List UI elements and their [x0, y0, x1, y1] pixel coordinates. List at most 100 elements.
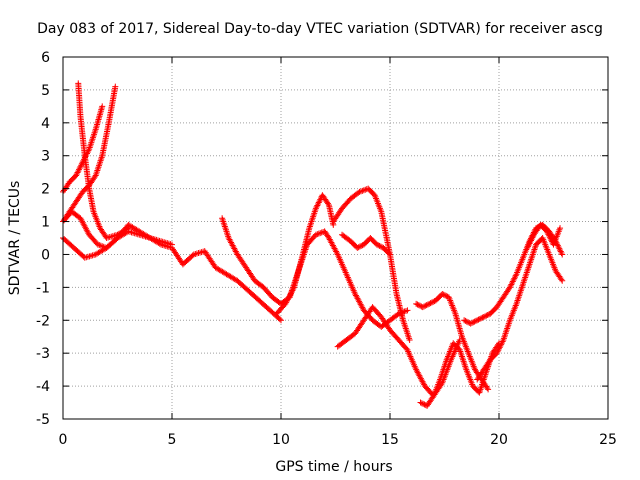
data-point [376, 242, 383, 249]
data-point [430, 298, 437, 305]
data-point [314, 202, 321, 209]
data-point [559, 251, 566, 258]
data-point [357, 188, 364, 195]
data-point [557, 248, 564, 255]
grid-lines [63, 57, 608, 419]
data-point [426, 300, 433, 307]
data-point [528, 236, 535, 243]
series-track-10 [334, 304, 463, 399]
data-point [354, 244, 361, 251]
data-point [475, 316, 482, 323]
data-point [373, 241, 380, 248]
data-point [314, 231, 321, 238]
data-point [315, 199, 322, 206]
data-point [462, 317, 469, 324]
data-point [355, 244, 362, 251]
data-point [527, 237, 534, 244]
data-point [74, 169, 81, 176]
data-point [546, 232, 553, 239]
data-point [385, 250, 392, 257]
data-point [73, 171, 80, 178]
data-point [547, 235, 554, 242]
series-track-7 [273, 192, 337, 317]
data-point [525, 243, 532, 250]
data-point [355, 189, 362, 196]
y-axis-label: SDTVAR / TECUs [7, 181, 23, 296]
x-tick-label: 20 [490, 432, 508, 448]
data-point [75, 166, 82, 173]
x-tick-label: 5 [168, 432, 177, 448]
data-point [363, 186, 370, 193]
data-point [427, 300, 434, 307]
data-point [77, 163, 84, 170]
y-tick-label: 2 [41, 182, 50, 198]
data-point [484, 312, 491, 319]
y-tick-label: -5 [36, 412, 50, 428]
series-track-9 [330, 185, 413, 344]
series-track-16 [524, 221, 564, 251]
data-point [394, 311, 401, 318]
data-point [510, 277, 517, 284]
data-point [377, 243, 384, 250]
data-point [467, 320, 474, 327]
data-point [524, 244, 531, 251]
data-point [290, 285, 297, 292]
data-point [507, 282, 514, 289]
x-tick-label: 10 [272, 432, 290, 448]
data-point [474, 317, 481, 324]
data-point [443, 292, 450, 299]
series-track-12 [413, 290, 492, 393]
x-tick-label: 15 [381, 432, 399, 448]
data-point [476, 315, 483, 322]
data-point [76, 165, 83, 172]
series-track-11 [339, 231, 393, 258]
series-track-15 [474, 235, 566, 383]
data-point [498, 339, 505, 346]
series-track-3 [60, 83, 119, 225]
data-point [316, 198, 323, 205]
data-point [96, 242, 103, 249]
data-point [509, 279, 516, 286]
data-point [496, 344, 503, 351]
data-point [358, 242, 365, 249]
data-point [422, 302, 429, 309]
x-axis-label: GPS time / hours [275, 459, 392, 475]
series-track-13 [417, 340, 502, 409]
series-track-5 [60, 208, 175, 251]
data-point [94, 241, 101, 248]
y-tick-label: -2 [36, 313, 50, 329]
data-point [544, 229, 551, 236]
data-point [333, 249, 340, 256]
data-point [102, 244, 109, 251]
data-point [315, 200, 322, 207]
data-point [465, 319, 472, 326]
data-point [415, 302, 422, 309]
data-point [78, 160, 85, 167]
data-point [499, 338, 506, 345]
data-point [439, 290, 446, 297]
x-tick-label: 0 [59, 432, 68, 448]
data-point [511, 274, 518, 281]
data-point [313, 203, 320, 210]
y-tick-label: 6 [41, 50, 50, 66]
data-point [312, 205, 319, 212]
y-tick-label: 3 [41, 149, 50, 165]
data-point [494, 348, 501, 355]
data-point [496, 345, 502, 352]
data-point [463, 318, 470, 325]
data-point [112, 83, 119, 90]
data-point [548, 237, 555, 244]
data-point [511, 275, 518, 282]
data-point [356, 243, 363, 250]
data-point [418, 400, 425, 407]
data-point [558, 276, 565, 283]
data-point [497, 342, 504, 349]
data-point [325, 200, 332, 207]
data-point [278, 317, 284, 324]
data-point [359, 187, 366, 194]
data-point [360, 187, 367, 194]
data-point [423, 302, 430, 309]
data-point [482, 313, 489, 320]
data-point [512, 272, 519, 279]
